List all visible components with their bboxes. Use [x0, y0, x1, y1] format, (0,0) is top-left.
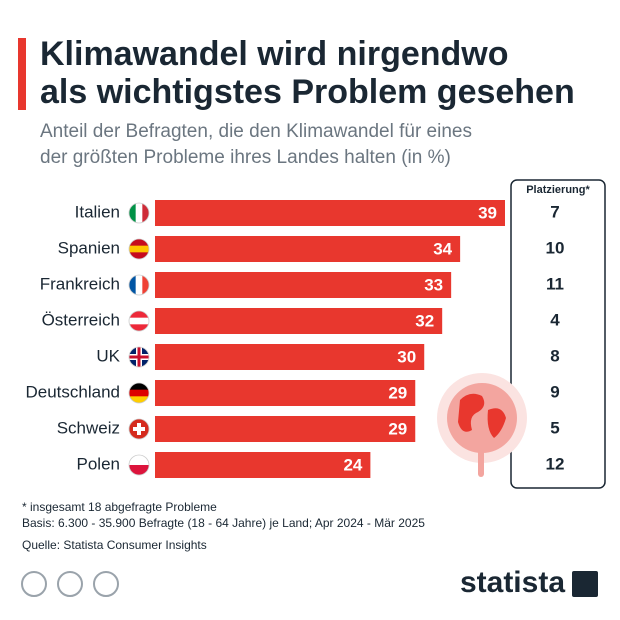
y-tick-label: Frankreich: [40, 274, 120, 293]
flag-border: [128, 310, 150, 332]
bar: [155, 236, 461, 262]
bar: [155, 344, 425, 370]
note: Quelle: Statista Consumer Insights: [22, 538, 207, 552]
y-tick-label: Österreich: [42, 310, 120, 329]
y-tick-label: UK: [96, 346, 120, 365]
flag-border: [128, 238, 150, 260]
bar: [155, 452, 371, 478]
y-tick-label: Schweiz: [57, 418, 120, 437]
subtitle: der größten Probleme ihres Landes halten…: [40, 147, 451, 168]
globe-illustration: [437, 373, 527, 477]
data-label: 34: [433, 239, 452, 258]
bar: [155, 272, 452, 298]
y-tick-label: Italien: [75, 202, 120, 221]
note: Basis: 6.300 - 35.900 Befragte (18 - 64 …: [22, 516, 425, 530]
flag-border: [128, 274, 150, 296]
flag: [129, 275, 149, 295]
flag-border: [128, 454, 150, 476]
brand-logo: [572, 571, 598, 597]
data-label: 29: [388, 383, 407, 402]
flag: [129, 455, 149, 475]
rank-label: 7: [550, 202, 559, 221]
data-label: 29: [388, 419, 407, 438]
chart-title: als wichtigstes Problem gesehen: [40, 73, 575, 111]
flag: [129, 347, 149, 367]
bar: [155, 416, 416, 442]
rank-label: 8: [550, 346, 559, 365]
rank-label: 11: [546, 274, 564, 293]
data-label: 30: [397, 347, 416, 366]
bar: [155, 380, 416, 406]
brand: statista: [460, 566, 565, 599]
data-label: 32: [415, 311, 434, 330]
note: * insgesamt 18 abgefragte Probleme: [22, 500, 217, 514]
flag-border: [128, 202, 150, 224]
rank-label: 10: [546, 238, 565, 257]
flag-border: [128, 346, 150, 368]
rank-label: 12: [546, 454, 565, 473]
rank-label: 4: [550, 310, 560, 329]
data-label: 39: [478, 203, 497, 222]
license-icons: [21, 571, 119, 597]
flag-border: [128, 418, 150, 440]
y-tick-label: Spanien: [58, 238, 120, 257]
flag: [129, 419, 149, 439]
bar: [155, 308, 443, 334]
flag-border: [128, 382, 150, 404]
bar: [155, 200, 505, 226]
rank-label: 5: [550, 418, 559, 437]
chart-title: Klimawandel wird nirgendwo: [40, 35, 509, 73]
rank-label: 9: [550, 382, 559, 401]
title-accent: [18, 38, 26, 110]
rank-box: [510, 179, 606, 489]
subtitle: Anteil der Befragten, die den Klimawande…: [40, 121, 472, 142]
rank-header: Platzierung*: [526, 184, 590, 196]
flag: [129, 311, 149, 331]
flag: [129, 203, 149, 223]
flag: [129, 383, 149, 403]
data-label: 33: [424, 275, 443, 294]
y-tick-label: Deutschland: [25, 382, 120, 401]
data-label: 24: [343, 455, 362, 474]
flag: [129, 239, 149, 259]
y-tick-label: Polen: [77, 454, 120, 473]
